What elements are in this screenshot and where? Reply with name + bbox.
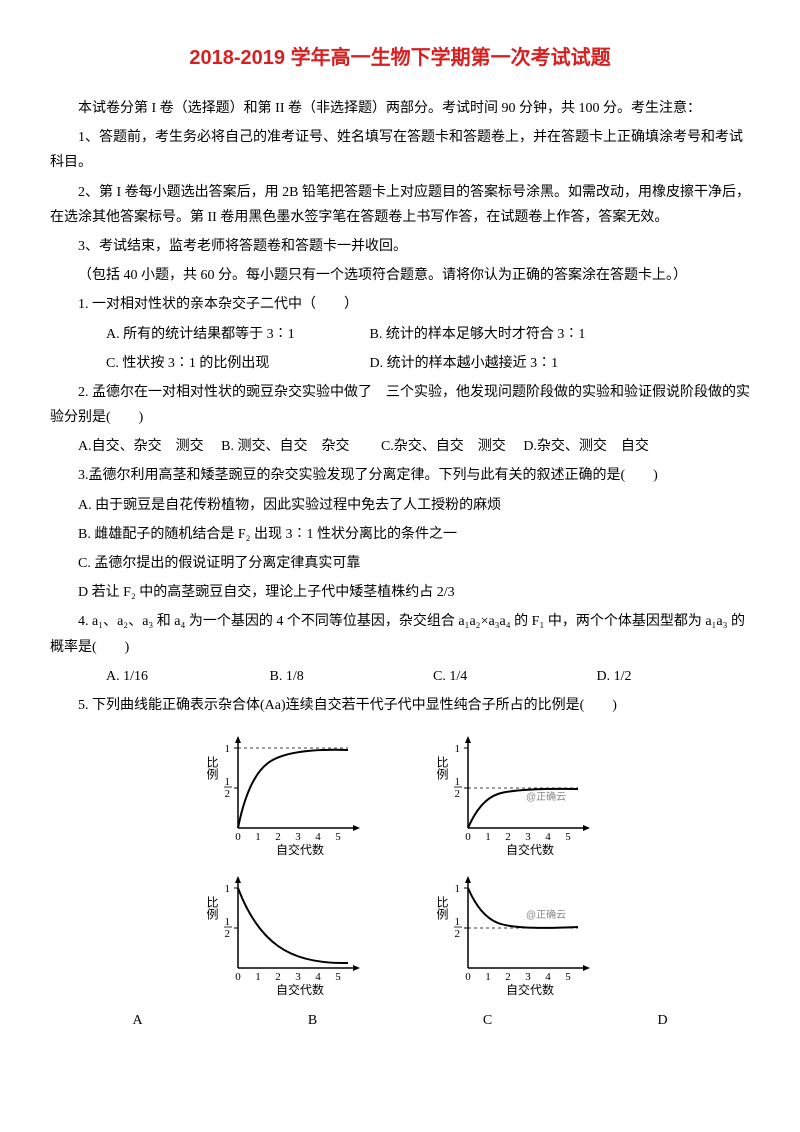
svg-text:1: 1 — [225, 743, 231, 755]
svg-text:4: 4 — [315, 971, 321, 983]
svg-text:3: 3 — [295, 831, 301, 843]
svg-text:4: 4 — [545, 971, 551, 983]
q2-opt-d: D.杂交、测交 自交 — [523, 439, 649, 454]
q3-opt-c: C. 孟德尔提出的假说证明了分离定律真实可靠 — [50, 551, 750, 576]
charts-row-2: 1 1 2 0 1 2 3 4 5 比例 自交代数 1 — [50, 868, 750, 998]
chart-c-ylabel: 比例 — [205, 896, 219, 920]
q2-opt-a: A.自交、杂交 测交 — [78, 439, 204, 454]
q4-opt-c: C. 1/4 — [405, 664, 545, 689]
chart-b-xlabel: 自交代数 — [506, 842, 554, 857]
q1-row1: A. 所有的统计结果都等于 3∶1 B. 统计的样本足够大时才符合 3∶1 — [50, 322, 750, 347]
chart-a-ylabel: 比例 — [205, 756, 219, 780]
intro-2: 2、第 I 卷每小题选出答案后，用 2B 铅笔把答题卡上对应题目的答案标号涂黑。… — [50, 180, 750, 230]
svg-text:3: 3 — [295, 971, 301, 983]
q1-opt-c: C. 性状按 3∶1 的比例出现 — [78, 351, 338, 376]
intro-0: 本试卷分第 I 卷（选择题）和第 II 卷（非选择题）两部分。考试时间 90 分… — [50, 96, 750, 121]
svg-text:0: 0 — [235, 831, 241, 843]
q2-opt-c: C.杂交、自交 测交 — [381, 439, 506, 454]
q1-stem: 1. 一对相对性状的亲本杂交子二代中（ ） — [50, 292, 750, 317]
svg-text:1: 1 — [455, 743, 461, 755]
watermark-b: @正确云 — [526, 790, 566, 803]
svg-text:4: 4 — [315, 831, 321, 843]
svg-text:2: 2 — [275, 831, 281, 843]
chart-a: 1 1 2 0 1 2 3 4 5 比例 自交代数 — [200, 728, 370, 858]
q5-stem: 5. 下列曲线能正确表示杂合体(Aa)连续自交若干代子代中显性纯合子所占的比例是… — [50, 693, 750, 718]
chart-a-xlabel: 自交代数 — [276, 842, 324, 857]
svg-text:0: 0 — [465, 831, 471, 843]
svg-text:2: 2 — [225, 928, 231, 940]
q2-opts: A.自交、杂交 测交 B. 测交、自交 杂交 C.杂交、自交 测交 D.杂交、测… — [50, 434, 750, 459]
svg-text:1: 1 — [225, 916, 231, 928]
chart-d-xlabel: 自交代数 — [506, 982, 554, 997]
svg-text:5: 5 — [335, 831, 341, 843]
q5-label-b: B — [238, 1008, 388, 1033]
chart-c: 1 1 2 0 1 2 3 4 5 比例 自交代数 — [200, 868, 370, 998]
q5-label-a: A — [63, 1008, 213, 1033]
chart-d-ylabel: 比例 — [435, 896, 449, 920]
q4-opts: A. 1/16 B. 1/8 C. 1/4 D. 1/2 — [50, 664, 750, 689]
svg-text:1: 1 — [225, 776, 231, 788]
svg-text:2: 2 — [455, 928, 461, 940]
svg-text:1: 1 — [485, 971, 491, 983]
svg-text:1: 1 — [255, 971, 261, 983]
q3-opt-b: B. 雌雄配子的随机结合是 F₂ 出现 3∶1 性状分离比的条件之一 — [50, 522, 750, 547]
svg-text:0: 0 — [465, 971, 471, 983]
chart-b: 1 1 2 0 1 2 3 4 5 @正确云 比例 自交代数 — [430, 728, 600, 858]
charts-row-1: 1 1 2 0 1 2 3 4 5 比例 自交代数 — [50, 728, 750, 858]
svg-text:1: 1 — [255, 831, 261, 843]
svg-text:2: 2 — [505, 971, 511, 983]
chart-b-ylabel: 比例 — [435, 756, 449, 780]
svg-text:1: 1 — [455, 776, 461, 788]
svg-text:1: 1 — [485, 831, 491, 843]
svg-text:1: 1 — [455, 916, 461, 928]
q4-stem: 4. a₁、a₂、a₃ 和 a₄ 为一个基因的 4 个不同等位基因，杂交组合 a… — [50, 609, 750, 659]
q3-stem: 3.孟德尔利用高茎和矮茎豌豆的杂交实验发现了分离定律。下列与此有关的叙述正确的是… — [50, 463, 750, 488]
svg-text:5: 5 — [565, 971, 571, 983]
svg-text:2: 2 — [505, 831, 511, 843]
q1-row2: C. 性状按 3∶1 的比例出现 D. 统计的样本越小越接近 3∶1 — [50, 351, 750, 376]
q1-opt-d: D. 统计的样本越小越接近 3∶1 — [342, 351, 602, 376]
chart-d: 1 1 2 0 1 2 3 4 5 @正确云 比例 自交代数 — [430, 868, 600, 998]
q1-opt-a: A. 所有的统计结果都等于 3∶1 — [78, 322, 338, 347]
svg-text:1: 1 — [455, 883, 461, 895]
svg-text:5: 5 — [335, 971, 341, 983]
chart-c-xlabel: 自交代数 — [276, 982, 324, 997]
watermark-d: @正确云 — [526, 908, 566, 921]
svg-text:5: 5 — [565, 831, 571, 843]
svg-text:1: 1 — [225, 883, 231, 895]
q5-label-d: D — [588, 1008, 738, 1033]
q4-opt-a: A. 1/16 — [78, 664, 218, 689]
q5-option-labels: A B C D — [50, 1008, 750, 1033]
q4-opt-d: D. 1/2 — [569, 664, 709, 689]
q3-opt-a: A. 由于豌豆是自花传粉植物，因此实验过程中免去了人工授粉的麻烦 — [50, 493, 750, 518]
svg-text:0: 0 — [235, 971, 241, 983]
page-title: 2018-2019 学年高一生物下学期第一次考试试题 — [50, 40, 750, 76]
svg-text:2: 2 — [225, 788, 231, 800]
intro-3: 3、考试结束，监考老师将答题卷和答题卡一并收回。 — [50, 234, 750, 259]
q5-label-c: C — [413, 1008, 563, 1033]
svg-text:4: 4 — [545, 831, 551, 843]
svg-text:3: 3 — [525, 971, 531, 983]
q3-opt-d: D 若让 F₂ 中的高茎豌豆自交，理论上子代中矮茎植株约占 2/3 — [50, 580, 750, 605]
svg-text:2: 2 — [275, 971, 281, 983]
q2-stem: 2. 孟德尔在一对相对性状的豌豆杂交实验中做了 三个实验，他发现问题阶段做的实验… — [50, 380, 750, 430]
q1-opt-b: B. 统计的样本足够大时才符合 3∶1 — [342, 322, 602, 347]
intro-1: 1、答题前，考生务必将自己的准考证号、姓名填写在答题卡和答题卷上，并在答题卡上正… — [50, 125, 750, 175]
intro-4: （包括 40 小题，共 60 分。每小题只有一个选项符合题意。请将你认为正确的答… — [50, 263, 750, 288]
q4-opt-b: B. 1/8 — [242, 664, 382, 689]
svg-text:3: 3 — [525, 831, 531, 843]
svg-text:2: 2 — [455, 788, 461, 800]
q2-opt-b: B. 测交、自交 杂交 — [221, 439, 349, 454]
